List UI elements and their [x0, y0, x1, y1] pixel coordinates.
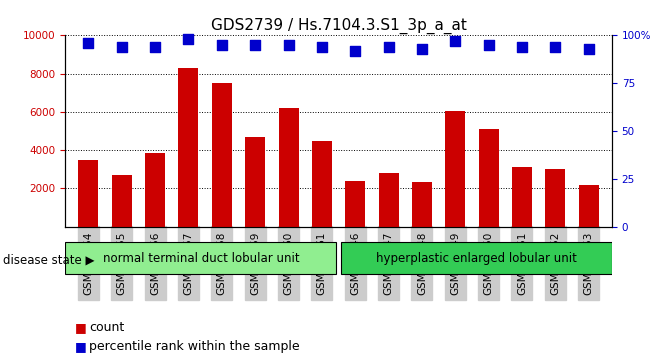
Text: ■: ■: [75, 341, 87, 353]
Bar: [412, 182, 432, 227]
Title: GDS2739 / Hs.7104.3.S1_3p_a_at: GDS2739 / Hs.7104.3.S1_3p_a_at: [210, 18, 467, 34]
Point: [184, 36, 194, 42]
Bar: [212, 83, 232, 227]
Point: [550, 44, 561, 50]
Point: [217, 42, 227, 48]
Bar: [245, 137, 265, 227]
Point: [316, 44, 327, 50]
Text: count: count: [89, 321, 124, 334]
Point: [483, 42, 493, 48]
Text: percentile rank within the sample: percentile rank within the sample: [89, 341, 300, 353]
Point: [383, 44, 394, 50]
Bar: [546, 169, 565, 227]
Point: [83, 40, 94, 46]
Bar: [65, 242, 336, 274]
Point: [150, 44, 160, 50]
Bar: [478, 129, 499, 227]
Text: ■: ■: [75, 321, 87, 334]
Text: normal terminal duct lobular unit: normal terminal duct lobular unit: [104, 252, 300, 265]
Point: [117, 44, 127, 50]
Bar: [279, 108, 299, 227]
Bar: [378, 173, 398, 227]
Bar: [112, 175, 132, 227]
Point: [350, 48, 361, 53]
Bar: [579, 185, 599, 227]
Bar: [178, 68, 199, 227]
Bar: [512, 167, 532, 227]
Point: [517, 44, 527, 50]
Bar: [145, 153, 165, 227]
Point: [283, 42, 294, 48]
Bar: [341, 242, 612, 274]
Bar: [78, 160, 98, 227]
Point: [250, 42, 260, 48]
Text: hyperplastic enlarged lobular unit: hyperplastic enlarged lobular unit: [376, 252, 577, 265]
Point: [417, 46, 427, 52]
Point: [583, 46, 594, 52]
Text: disease state ▶: disease state ▶: [3, 254, 95, 267]
Bar: [312, 142, 332, 227]
Bar: [445, 111, 465, 227]
Point: [450, 38, 460, 44]
Bar: [345, 181, 365, 227]
